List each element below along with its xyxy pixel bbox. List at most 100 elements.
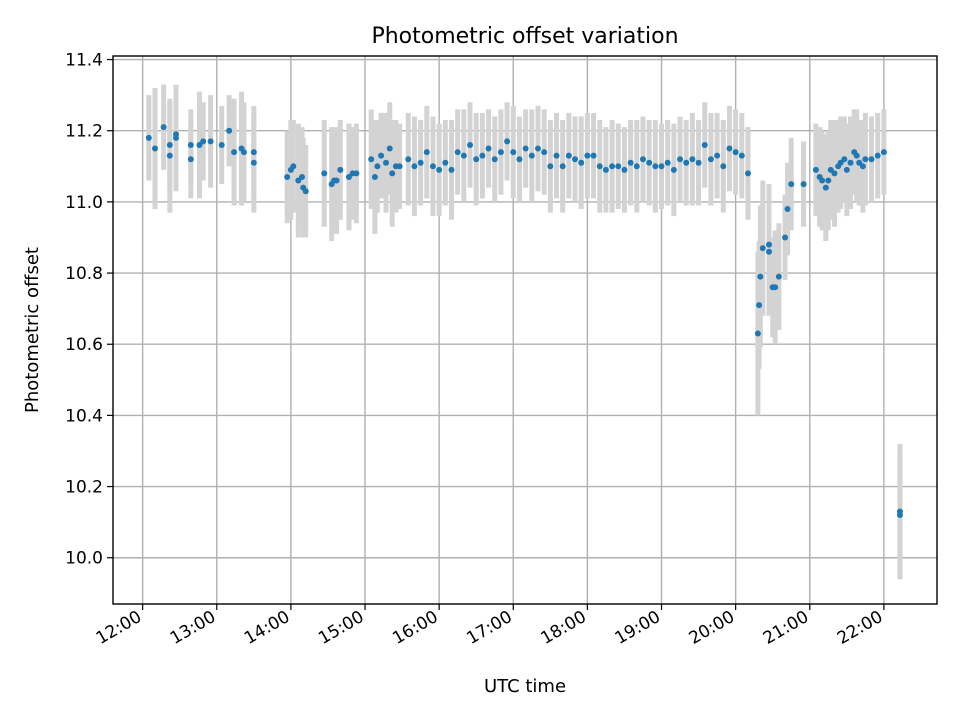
data-point [491, 156, 498, 163]
data-point [240, 149, 247, 156]
data-point [547, 163, 554, 170]
data-point [152, 145, 159, 152]
data-point [522, 145, 529, 152]
data-point [145, 134, 152, 141]
data-point [565, 152, 572, 159]
data-point [744, 170, 751, 177]
data-point [250, 159, 257, 166]
data-point [166, 152, 173, 159]
data-point [646, 159, 653, 166]
data-point [738, 152, 745, 159]
data-point [173, 134, 180, 141]
data-point [345, 173, 352, 180]
data-point [784, 206, 791, 213]
plot-frame [112, 55, 938, 605]
data-point [290, 163, 297, 170]
y-tick-label: 10.4 [65, 406, 103, 426]
data-point [756, 302, 763, 309]
data-point [284, 173, 291, 180]
data-point [553, 152, 560, 159]
data-point [584, 152, 591, 159]
data-point [590, 152, 597, 159]
data-point [534, 145, 541, 152]
data-point [732, 149, 739, 156]
data-point [353, 170, 360, 177]
y-axis-ticks: 10.0 10.2 10.4 10.6 10.8 11.0 11.2 11.4 [65, 51, 113, 569]
data-point [396, 163, 403, 170]
data-point [485, 145, 492, 152]
data-point [467, 141, 474, 148]
data-point [559, 163, 566, 170]
data-point [658, 163, 665, 170]
data-point [639, 156, 646, 163]
data-point [187, 156, 194, 163]
data-point [859, 163, 866, 170]
y-tick-label: 11.0 [65, 193, 103, 213]
data-point [880, 149, 887, 156]
data-point [609, 163, 616, 170]
data-point [788, 181, 795, 188]
data-point [812, 166, 819, 173]
y-tick-label: 11.2 [65, 122, 103, 142]
data-point [765, 248, 772, 255]
data-point [856, 159, 863, 166]
data-point [707, 156, 714, 163]
data-point [460, 152, 467, 159]
data-point [677, 156, 684, 163]
data-point [187, 141, 194, 148]
data-point [411, 163, 418, 170]
data-point [596, 163, 603, 170]
data-point [868, 156, 875, 163]
data-point [683, 159, 690, 166]
x-tick-label: 17:00 [463, 607, 515, 649]
data-point [800, 181, 807, 188]
y-tick-label: 11.4 [65, 51, 103, 71]
data-point [772, 284, 779, 291]
x-tick-label: 20:00 [686, 607, 738, 649]
data-point [448, 166, 455, 173]
data-point [541, 149, 548, 156]
data-point [689, 156, 696, 163]
y-tick-label: 10.2 [65, 478, 103, 498]
data-point [302, 188, 309, 195]
data-point [701, 141, 708, 148]
data-point [843, 166, 850, 173]
data-point [831, 170, 838, 177]
data-point [516, 156, 523, 163]
data-point [853, 152, 860, 159]
data-point [896, 512, 903, 519]
data-point [250, 149, 257, 156]
data-point [200, 138, 207, 145]
data-point [299, 173, 306, 180]
y-tick-label: 10.8 [65, 264, 103, 284]
data-point [695, 159, 702, 166]
data-point [757, 273, 764, 280]
data-point [862, 156, 869, 163]
data-point [528, 152, 535, 159]
data-point [825, 177, 832, 184]
data-point [436, 166, 443, 173]
data-point [207, 138, 214, 145]
data-point [578, 159, 585, 166]
data-point [429, 163, 436, 170]
data-point [479, 152, 486, 159]
data-point [782, 234, 789, 241]
data-point [841, 156, 848, 163]
x-tick-label: 19:00 [612, 607, 664, 649]
data-point [510, 149, 517, 156]
data-point [473, 156, 480, 163]
data-point [822, 184, 829, 191]
data-point [337, 166, 344, 173]
data-point [378, 152, 385, 159]
data-point [383, 159, 390, 166]
data-point [196, 141, 203, 148]
y-tick-label: 10.0 [65, 549, 103, 569]
data-point [226, 127, 233, 134]
data-point [827, 166, 834, 173]
x-tick-label: 12:00 [93, 607, 145, 649]
data-point [497, 149, 504, 156]
data-point [386, 145, 393, 152]
data-point [166, 141, 173, 148]
data-point [295, 177, 302, 184]
